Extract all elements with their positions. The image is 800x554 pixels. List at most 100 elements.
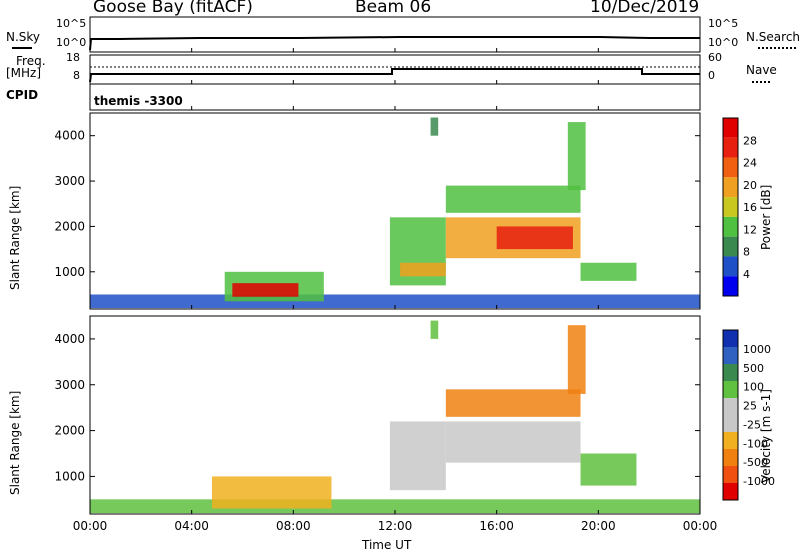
power-patch xyxy=(430,117,439,136)
velocity-patch xyxy=(567,325,586,394)
freq-tick-bottom: 8 xyxy=(73,69,80,82)
y-tick-label: 1000 xyxy=(54,469,85,483)
colorbar-tick-label: 100 xyxy=(743,381,764,394)
colorbar-swatch xyxy=(723,415,738,432)
colorbar-swatch xyxy=(723,483,738,500)
nsearch-tick-bottom: 10^0 xyxy=(708,36,739,49)
colorbar-tick-label: 4 xyxy=(743,268,750,281)
power-patch xyxy=(567,122,586,191)
nsky-tick-top: 10^5 xyxy=(56,17,87,30)
colorbar-swatch xyxy=(723,216,738,237)
colorbar-swatch xyxy=(723,177,738,198)
x-tick-label: 08:00 xyxy=(276,519,311,533)
colorbar-swatch xyxy=(723,398,738,415)
power-patch xyxy=(400,262,446,277)
colorbar-frame xyxy=(722,329,739,501)
cpid-label: CPID xyxy=(6,88,39,102)
colorbar-tick-label: 1000 xyxy=(743,343,771,356)
colorbar-tick-label: 28 xyxy=(743,134,757,147)
colorbar-swatch xyxy=(723,432,738,449)
nsearch-legend-line xyxy=(758,47,796,49)
colorbar-swatch xyxy=(723,330,738,347)
colorbar-swatch xyxy=(723,137,738,158)
velocity-patch xyxy=(445,421,581,463)
velocity-ylabel: Slant Range [km] xyxy=(8,390,22,495)
colorbar-tick-label: -100 xyxy=(743,437,768,450)
y-tick-label: 3000 xyxy=(54,174,85,188)
colorbar-swatch xyxy=(723,236,738,257)
x-tick-label: 16:00 xyxy=(479,519,514,533)
colorbar-tick-label: 24 xyxy=(743,157,757,170)
colorbar-tick-label: 16 xyxy=(743,201,757,214)
colorbar-swatch xyxy=(723,381,738,398)
colorbar-tick-label: 20 xyxy=(743,179,757,192)
freq-label: Freq. xyxy=(16,54,46,68)
beam-title: Beam 06 xyxy=(355,0,432,17)
freq-tick-top: 18 xyxy=(66,51,80,64)
power-ylabel: Slant Range [km] xyxy=(8,185,22,290)
colorbar-swatch xyxy=(723,118,738,138)
colorbar-swatch xyxy=(723,157,738,178)
nsearch-tick-top: 10^5 xyxy=(708,17,739,30)
date-title: 10/Dec/2019 xyxy=(590,0,700,17)
colorbar-swatch xyxy=(723,449,738,466)
freq-unit-label: [MHz] xyxy=(6,66,42,80)
colorbar-tick-label: 12 xyxy=(743,223,757,236)
power-panel xyxy=(90,117,700,309)
y-tick-label: 1000 xyxy=(54,265,85,279)
x-tick-label: 00:00 xyxy=(73,519,108,533)
nsearch-label: N.Search xyxy=(746,30,800,44)
colorbar-tick-label: -25 xyxy=(743,418,761,431)
x-tick-label: 00:00 xyxy=(683,519,718,533)
nave-label: Nave xyxy=(746,63,777,77)
colorbar-swatch xyxy=(723,197,738,217)
nsky-panel-frame xyxy=(89,16,701,53)
y-tick-label: 4000 xyxy=(54,332,85,346)
nave-legend-line xyxy=(752,81,770,83)
colorbar-swatch xyxy=(723,466,738,483)
colorbar-swatch xyxy=(723,364,738,381)
power-patch xyxy=(496,226,573,250)
colorbar-tick-label: 500 xyxy=(743,362,764,375)
velocity-patch xyxy=(389,421,446,491)
power-patch xyxy=(580,262,637,281)
y-tick-label: 2000 xyxy=(54,424,85,438)
nsky-tick-bottom: 10^0 xyxy=(56,36,87,49)
power-colorbar-label: Power [dB] xyxy=(759,184,773,250)
colorbar-swatch xyxy=(723,256,738,277)
power-patch xyxy=(232,283,299,297)
colorbar-frame xyxy=(722,117,739,297)
velocity-colorbar-label: Velocity [m s-1] xyxy=(759,389,773,483)
power-colorbar: 28 24 20 16 12 8 4 xyxy=(722,117,757,297)
axes: 1000 2000 3000 4000 1000 2000 3000 4000 00:00 04:… xyxy=(54,48,717,533)
colorbar-swatch xyxy=(723,347,738,364)
x-tick-label: 04:00 xyxy=(174,519,209,533)
y-tick-label: 4000 xyxy=(54,129,85,143)
x-tick-label: 12:00 xyxy=(378,519,413,533)
colorbar-tick-label: -500 xyxy=(743,456,768,469)
velocity-patch xyxy=(212,476,332,509)
nave-tick-top: 60 xyxy=(708,51,722,64)
nsky-legend-line xyxy=(12,47,32,49)
y-tick-label: 2000 xyxy=(54,219,85,233)
velocity-panel xyxy=(90,320,700,514)
colorbar-tick-label: -1000 xyxy=(743,475,775,488)
velocity-patch xyxy=(445,389,581,417)
x-tick-label: 20:00 xyxy=(581,519,616,533)
station-title: Goose Bay (fitACF) xyxy=(93,0,253,17)
nsky-label: N.Sky xyxy=(6,30,41,44)
nave-tick-bottom: 0 xyxy=(708,69,715,82)
velocity-patch xyxy=(580,453,637,486)
colorbar-tick-label: 25 xyxy=(743,400,757,413)
nsky-line xyxy=(89,36,700,51)
x-axis-label: Time UT xyxy=(362,538,412,552)
colorbar-swatch xyxy=(723,276,738,296)
colorbar-tick-label: 8 xyxy=(743,246,750,259)
freq-line xyxy=(89,68,700,83)
y-tick-label: 3000 xyxy=(54,378,85,392)
power-patch xyxy=(445,185,581,213)
velocity-colorbar: 1000 500 100 25 -25 -100 -500 -1000 xyxy=(722,329,775,501)
velocity-patch xyxy=(430,320,439,339)
cpid-value: themis -3300 xyxy=(94,94,183,108)
